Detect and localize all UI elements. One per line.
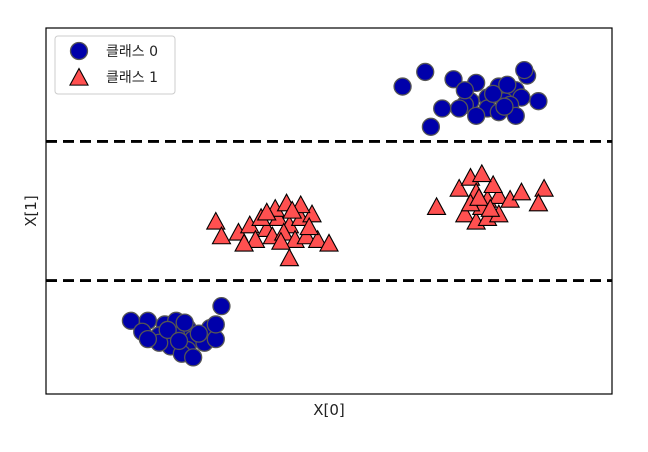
class-0-point: [206, 315, 225, 334]
class-0-point: [444, 70, 463, 89]
class-0-point: [189, 324, 208, 343]
class-1-point: [205, 211, 226, 230]
class-0-point: [421, 117, 441, 136]
class-0-point: [515, 60, 534, 80]
class-1-point: [245, 229, 266, 248]
class-0-point: [169, 331, 189, 351]
class-0-point: [138, 329, 158, 349]
class-0-point: [212, 297, 231, 316]
y-axis-label: X[1]: [22, 195, 40, 227]
class-1-point: [270, 231, 291, 250]
class-0-point: [529, 92, 548, 111]
class-0-point: [498, 75, 517, 94]
class-1-point: [256, 202, 277, 221]
class-1-point: [469, 187, 489, 206]
class-1-point: [480, 198, 501, 217]
class-0-point: [495, 97, 514, 116]
class-1-point: [299, 216, 320, 236]
class-0-point: [393, 77, 412, 96]
class-1-point: [449, 178, 470, 197]
class-1-point: [426, 196, 447, 216]
class-1-point: [511, 182, 532, 201]
class-1-point: [471, 163, 492, 183]
class-1-point: [282, 200, 303, 219]
class-0-point: [175, 313, 194, 332]
plot-frame: [45, 27, 613, 395]
legend-marker-triangle: [69, 67, 89, 86]
x-axis-label: X[0]: [313, 401, 345, 419]
class-0-point: [483, 84, 503, 104]
class-0-point: [184, 348, 203, 367]
class-1-point: [488, 185, 509, 205]
class-0-point: [158, 320, 177, 340]
class-0-point: [433, 99, 452, 118]
legend-marker-circle: [69, 41, 89, 61]
legend: 클래스 0 클래스 1: [54, 35, 176, 95]
class-1-point: [534, 178, 555, 197]
class-0-point: [467, 106, 486, 125]
class-1-point: [528, 193, 549, 212]
class-0-point: [450, 99, 469, 118]
class-1-point: [302, 204, 322, 223]
data-points: [121, 60, 555, 367]
class-1-point: [483, 174, 504, 194]
class-1-point: [454, 204, 475, 223]
class-0-point: [416, 62, 435, 82]
class-1-point: [319, 233, 339, 252]
class-1-point: [279, 247, 300, 267]
class-1-point: [296, 225, 317, 245]
class-1-point: [307, 229, 328, 248]
class-1-point: [211, 225, 232, 245]
separator-lines: [46, 140, 612, 282]
legend-label: 클래스 0: [106, 44, 158, 60]
class-0-point: [455, 81, 474, 100]
class-1-point: [234, 233, 255, 252]
legend-label: 클래스 1: [106, 70, 158, 86]
